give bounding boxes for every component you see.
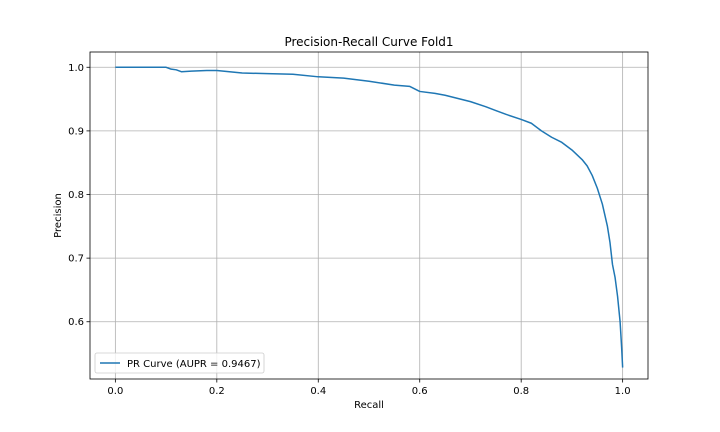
x-tick-label: 0.2 (209, 386, 225, 397)
legend-box (94, 352, 265, 374)
chart-title: Precision-Recall Curve Fold1 (284, 35, 453, 49)
y-tick-label: 0.6 (68, 317, 84, 328)
x-tick-label: 0.0 (107, 386, 123, 397)
plot-frame (89, 51, 649, 380)
y-tick-label: 0.8 (68, 190, 84, 201)
x-tick-label: 0.8 (513, 386, 529, 397)
y-tick-label: 1.0 (68, 63, 84, 74)
y-tick-label: 0.9 (68, 126, 84, 137)
x-tick-label: 1.0 (615, 386, 631, 397)
grid-lines (90, 52, 648, 379)
plot-area (90, 52, 648, 379)
x-axis-label: Recall (354, 400, 384, 411)
x-tick-label: 0.4 (310, 386, 326, 397)
y-tick-label: 0.7 (68, 254, 84, 265)
legend: PR Curve (AUPR = 0.9467) (94, 352, 265, 374)
series-layer (115, 66, 624, 368)
legend-label: PR Curve (AUPR = 0.9467) (127, 359, 261, 370)
pr-curve-line (115, 66, 624, 368)
x-tick-label: 0.6 (412, 386, 428, 397)
y-axis-label: Precision (53, 193, 64, 238)
axis-ticks: 0.0 0.2 0.4 0.6 0.8 1.0 0.6 0.7 0.8 0.9 1.0 (68, 63, 630, 397)
